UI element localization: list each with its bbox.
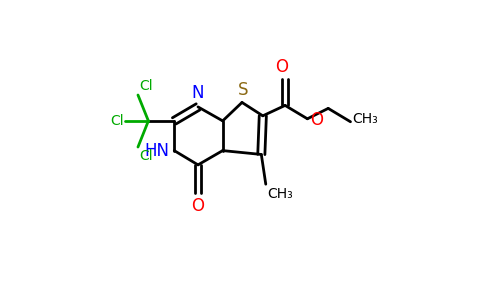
Text: CH₃: CH₃ (352, 112, 378, 126)
Text: O: O (275, 58, 288, 76)
Text: Cl: Cl (139, 79, 153, 93)
Text: Cl: Cl (139, 149, 153, 164)
Text: Cl: Cl (110, 114, 124, 128)
Text: O: O (310, 111, 323, 129)
Text: HN: HN (145, 142, 170, 160)
Text: N: N (192, 84, 204, 102)
Text: CH₃: CH₃ (267, 187, 293, 201)
Text: O: O (192, 197, 205, 215)
Text: S: S (238, 81, 249, 99)
